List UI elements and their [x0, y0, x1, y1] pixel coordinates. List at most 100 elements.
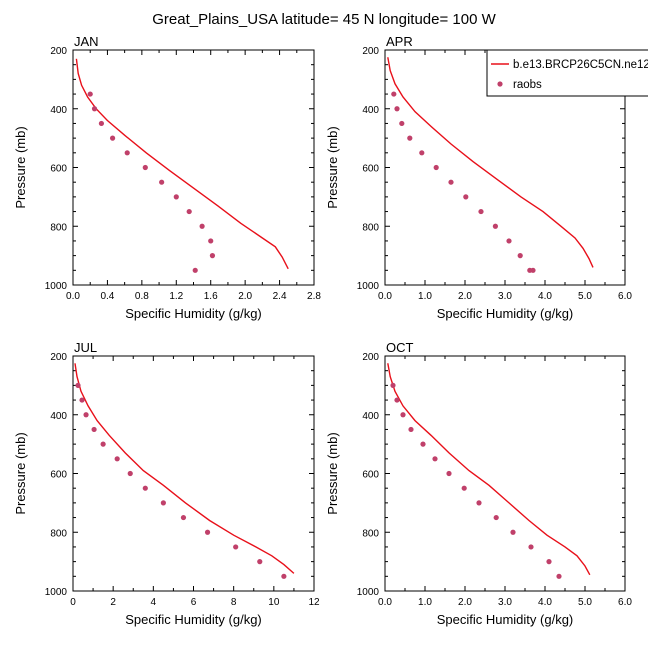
raobs-point — [556, 573, 562, 579]
x-tick-label: 2.0 — [458, 597, 472, 608]
x-tick-label: 3.0 — [498, 291, 512, 302]
legend-obs-label: raobs — [513, 79, 542, 91]
x-tick-label: 1.2 — [169, 291, 183, 302]
model-series-line — [75, 58, 289, 270]
raobs-point — [233, 544, 239, 550]
x-tick-label: 1.0 — [418, 291, 432, 302]
raobs-point — [399, 120, 405, 127]
raobs-point — [394, 397, 400, 403]
raobs-point — [127, 470, 133, 477]
raobs-point — [408, 426, 414, 433]
legend-box — [486, 49, 648, 97]
y-tick-label: 200 — [50, 352, 67, 363]
raobs-point — [75, 382, 81, 388]
legend-model-label: b.e13.BRCP26C5CN.ne120_g16.002 — [513, 59, 648, 71]
raobs-point — [180, 514, 187, 521]
x-tick-label: 6.0 — [618, 291, 632, 302]
raobs-point — [461, 485, 467, 491]
y-tick-label: 200 — [50, 46, 67, 57]
raobs-point — [463, 194, 469, 200]
raobs-point — [394, 106, 400, 112]
y-tick-label: 400 — [362, 105, 379, 116]
raobs-point — [390, 382, 396, 388]
y-axis-label: Pressure (mb) — [13, 432, 28, 514]
plot-frame — [72, 355, 315, 592]
x-axis-label: Specific Humidity (g/kg) — [437, 612, 574, 627]
raobs-point — [87, 91, 93, 97]
raobs-point — [186, 208, 192, 215]
x-axis-label: Specific Humidity (g/kg) — [125, 612, 262, 627]
x-tick-label: 6 — [191, 597, 197, 608]
y-tick-label: 800 — [362, 528, 379, 539]
panel-title: JAN — [74, 34, 99, 49]
x-tick-label: 0.4 — [100, 291, 114, 302]
x-tick-label: 6.0 — [618, 597, 632, 608]
y-axis-label: Pressure (mb) — [325, 432, 340, 514]
raobs-point — [400, 412, 406, 418]
raobs-point — [204, 529, 211, 535]
x-tick-label: 0.0 — [378, 597, 392, 608]
x-tick-label: 0.0 — [66, 291, 80, 302]
x-tick-label: 2.8 — [307, 291, 321, 302]
panel-title: JUL — [74, 340, 97, 355]
y-tick-label: 400 — [50, 105, 67, 116]
raobs-point — [476, 500, 482, 506]
plot-frame — [384, 355, 626, 592]
y-tick-label: 200 — [362, 352, 379, 363]
x-tick-label: 5.0 — [578, 597, 592, 608]
raobs-point — [142, 485, 148, 491]
y-tick-label: 800 — [362, 222, 379, 233]
raobs-point — [83, 412, 89, 418]
model-series-line — [74, 363, 295, 574]
x-tick-label: 2.0 — [458, 291, 472, 302]
y-tick-label: 600 — [362, 164, 379, 175]
raobs-point — [91, 106, 98, 112]
raobs-point — [199, 223, 205, 229]
x-tick-label: 2 — [110, 597, 116, 608]
raobs-point — [79, 397, 85, 403]
raobs-point — [192, 267, 198, 273]
figure-title: Great_Plains_USA latitude= 45 N longitud… — [152, 11, 496, 28]
raobs-point — [160, 500, 166, 506]
x-tick-label: 5.0 — [578, 291, 592, 302]
x-tick-label: 0.8 — [135, 291, 149, 302]
y-tick-label: 600 — [362, 470, 379, 481]
raobs-point — [517, 253, 523, 259]
model-series-line — [387, 57, 594, 268]
raobs-point — [124, 150, 130, 156]
raobs-point — [432, 456, 438, 462]
raobs-point — [528, 544, 534, 550]
x-tick-label: 2.4 — [273, 291, 287, 302]
raobs-point — [98, 120, 105, 127]
x-tick-label: 8 — [231, 597, 237, 608]
raobs-point — [391, 91, 397, 97]
raobs-point — [91, 426, 97, 433]
raobs-point — [530, 267, 536, 273]
y-axis-label: Pressure (mb) — [325, 126, 340, 208]
raobs-point — [493, 514, 499, 521]
raobs-point — [420, 441, 426, 447]
y-tick-label: 1000 — [357, 587, 380, 598]
x-tick-label: 4.0 — [538, 291, 552, 302]
y-tick-label: 400 — [50, 411, 67, 422]
raobs-point — [446, 470, 452, 477]
y-axis-label: Pressure (mb) — [13, 126, 28, 208]
panel-title: APR — [386, 34, 413, 49]
legend: b.e13.BRCP26C5CN.ne120_g16.002raobs — [486, 49, 648, 97]
x-axis-label: Specific Humidity (g/kg) — [125, 306, 262, 321]
raobs-point — [173, 194, 179, 200]
raobs-point — [478, 208, 484, 215]
raobs-point — [159, 179, 165, 185]
x-tick-label: 12 — [308, 597, 320, 608]
raobs-point — [433, 164, 439, 171]
y-tick-label: 1000 — [45, 587, 68, 598]
raobs-point — [209, 253, 216, 259]
x-tick-label: 1.0 — [418, 597, 432, 608]
x-tick-label: 4.0 — [538, 597, 552, 608]
raobs-point — [109, 135, 116, 141]
y-tick-label: 600 — [50, 164, 67, 175]
y-tick-label: 800 — [50, 528, 67, 539]
x-tick-label: 0.0 — [378, 291, 392, 302]
